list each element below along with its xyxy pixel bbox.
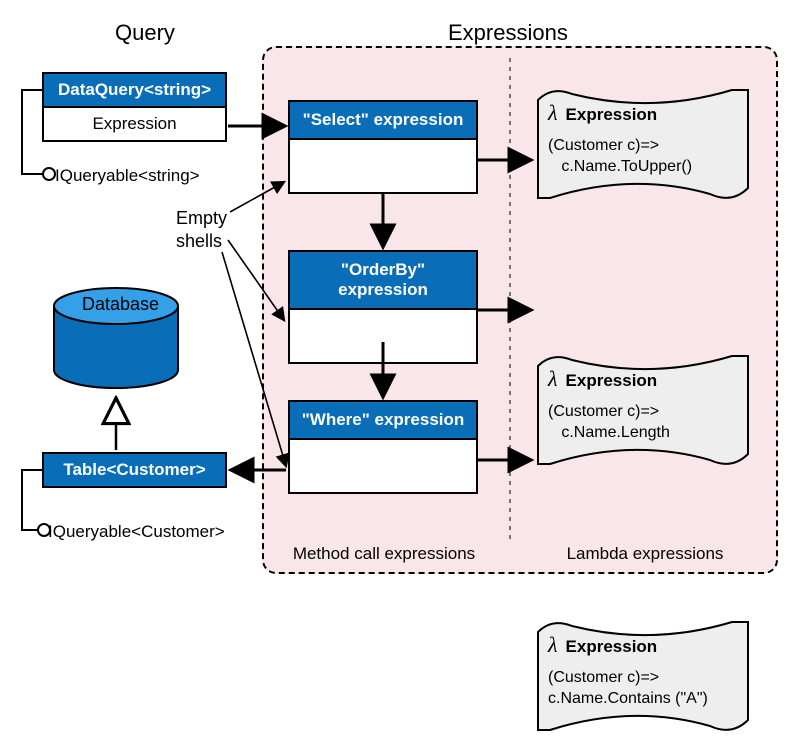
dataquery-sub: Expression bbox=[42, 108, 227, 142]
lambda-icon: λ bbox=[548, 366, 558, 391]
orderby-expression-box: "OrderBy" expression bbox=[288, 250, 478, 364]
lambda-head-label: Expression bbox=[566, 637, 658, 656]
orderby-expression-body bbox=[288, 310, 478, 364]
title-query: Query bbox=[115, 20, 175, 46]
lambda-orderby-line1: (Customer c)=> bbox=[548, 403, 659, 420]
caption-method-call: Method call expressions bbox=[284, 544, 484, 564]
select-expression-header: "Select" expression bbox=[288, 100, 478, 140]
caption-lambda: Lambda expressions bbox=[540, 544, 750, 564]
table-header: Table<Customer> bbox=[42, 452, 227, 488]
lambda-where-line1: (Customer c)=> bbox=[548, 669, 659, 686]
empty-shells-label: Empty shells bbox=[176, 207, 227, 252]
lambda-orderby-line2: c.Name.Length bbox=[561, 424, 670, 441]
empty-shells-line2: shells bbox=[176, 231, 222, 251]
empty-shells-line1: Empty bbox=[176, 208, 227, 228]
lambda-head-label: Expression bbox=[566, 371, 658, 390]
select-expression-box: "Select" expression bbox=[288, 100, 478, 194]
where-expression-body bbox=[288, 440, 478, 494]
table-box: Table<Customer> bbox=[42, 452, 227, 488]
lambda-where-line2: c.Name.Contains ("A") bbox=[548, 690, 708, 707]
lambda-card-orderby: λ Expression (Customer c)=> c.Name.Length bbox=[532, 352, 750, 468]
lambda-select-line1: (Customer c)=> bbox=[548, 137, 659, 154]
database-label: Database bbox=[82, 294, 159, 315]
dataquery-header: DataQuery<string> bbox=[42, 72, 227, 108]
dataquery-box: DataQuery<string> Expression bbox=[42, 72, 227, 142]
lambda-where-head: λ Expression bbox=[548, 632, 734, 658]
lambda-icon: λ bbox=[548, 632, 558, 657]
lambda-icon: λ bbox=[548, 100, 558, 125]
lambda-select-line2: c.Name.ToUpper() bbox=[561, 158, 692, 175]
lambda-card-select: λ Expression (Customer c)=> c.Name.ToUppe… bbox=[532, 86, 750, 202]
iface-customer: IQueryable<Customer> bbox=[48, 522, 225, 542]
where-expression-header: "Where" expression bbox=[288, 400, 478, 440]
select-expression-body bbox=[288, 140, 478, 194]
title-expressions: Expressions bbox=[448, 20, 568, 46]
iface-string: IQueryable<string> bbox=[55, 166, 200, 186]
lambda-select-head: λ Expression bbox=[548, 100, 734, 126]
where-expression-box: "Where" expression bbox=[288, 400, 478, 494]
lambda-orderby-head: λ Expression bbox=[548, 366, 734, 392]
orderby-expression-header: "OrderBy" expression bbox=[288, 250, 478, 310]
lambda-card-where: λ Expression (Customer c)=> c.Name.Contai… bbox=[532, 618, 750, 734]
lambda-head-label: Expression bbox=[566, 105, 658, 124]
